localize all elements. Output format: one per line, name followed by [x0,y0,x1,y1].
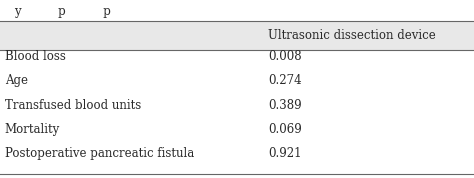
Text: y          p          p: y p p [14,5,111,18]
Text: Postoperative pancreatic fistula: Postoperative pancreatic fistula [5,146,194,160]
Text: 0.921: 0.921 [268,146,301,160]
Text: Age: Age [5,74,28,88]
Text: Transfused blood units: Transfused blood units [5,98,141,112]
Text: 0.274: 0.274 [268,74,301,88]
Text: 0.389: 0.389 [268,98,301,112]
Bar [0,21,474,50]
Text: Mortality: Mortality [5,122,60,136]
Text: 0.069: 0.069 [268,122,301,136]
Text: Ultrasonic dissection device: Ultrasonic dissection device [268,29,436,42]
Text: 0.008: 0.008 [268,50,301,64]
Text: Blood loss: Blood loss [5,50,65,64]
